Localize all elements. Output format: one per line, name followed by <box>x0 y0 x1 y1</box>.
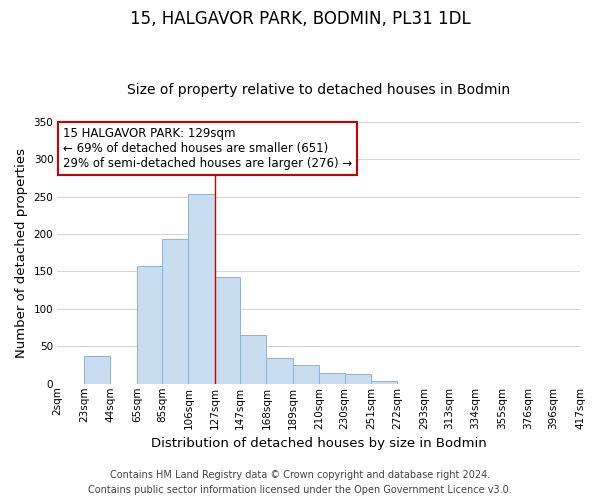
Y-axis label: Number of detached properties: Number of detached properties <box>15 148 28 358</box>
Bar <box>240 335 266 384</box>
Bar <box>344 374 371 384</box>
Bar <box>84 356 110 384</box>
Text: 15 HALGAVOR PARK: 129sqm
← 69% of detached houses are smaller (651)
29% of semi-: 15 HALGAVOR PARK: 129sqm ← 69% of detach… <box>62 127 352 170</box>
Bar <box>371 381 397 384</box>
Bar <box>293 365 319 384</box>
Text: 15, HALGAVOR PARK, BODMIN, PL31 1DL: 15, HALGAVOR PARK, BODMIN, PL31 1DL <box>130 10 470 28</box>
Bar <box>215 278 240 384</box>
Bar <box>319 372 344 384</box>
Title: Size of property relative to detached houses in Bodmin: Size of property relative to detached ho… <box>127 83 510 97</box>
Bar <box>137 266 162 384</box>
Bar <box>162 240 188 384</box>
X-axis label: Distribution of detached houses by size in Bodmin: Distribution of detached houses by size … <box>151 437 487 450</box>
Text: Contains HM Land Registry data © Crown copyright and database right 2024.
Contai: Contains HM Land Registry data © Crown c… <box>88 470 512 495</box>
Bar <box>188 194 215 384</box>
Bar <box>266 358 293 384</box>
